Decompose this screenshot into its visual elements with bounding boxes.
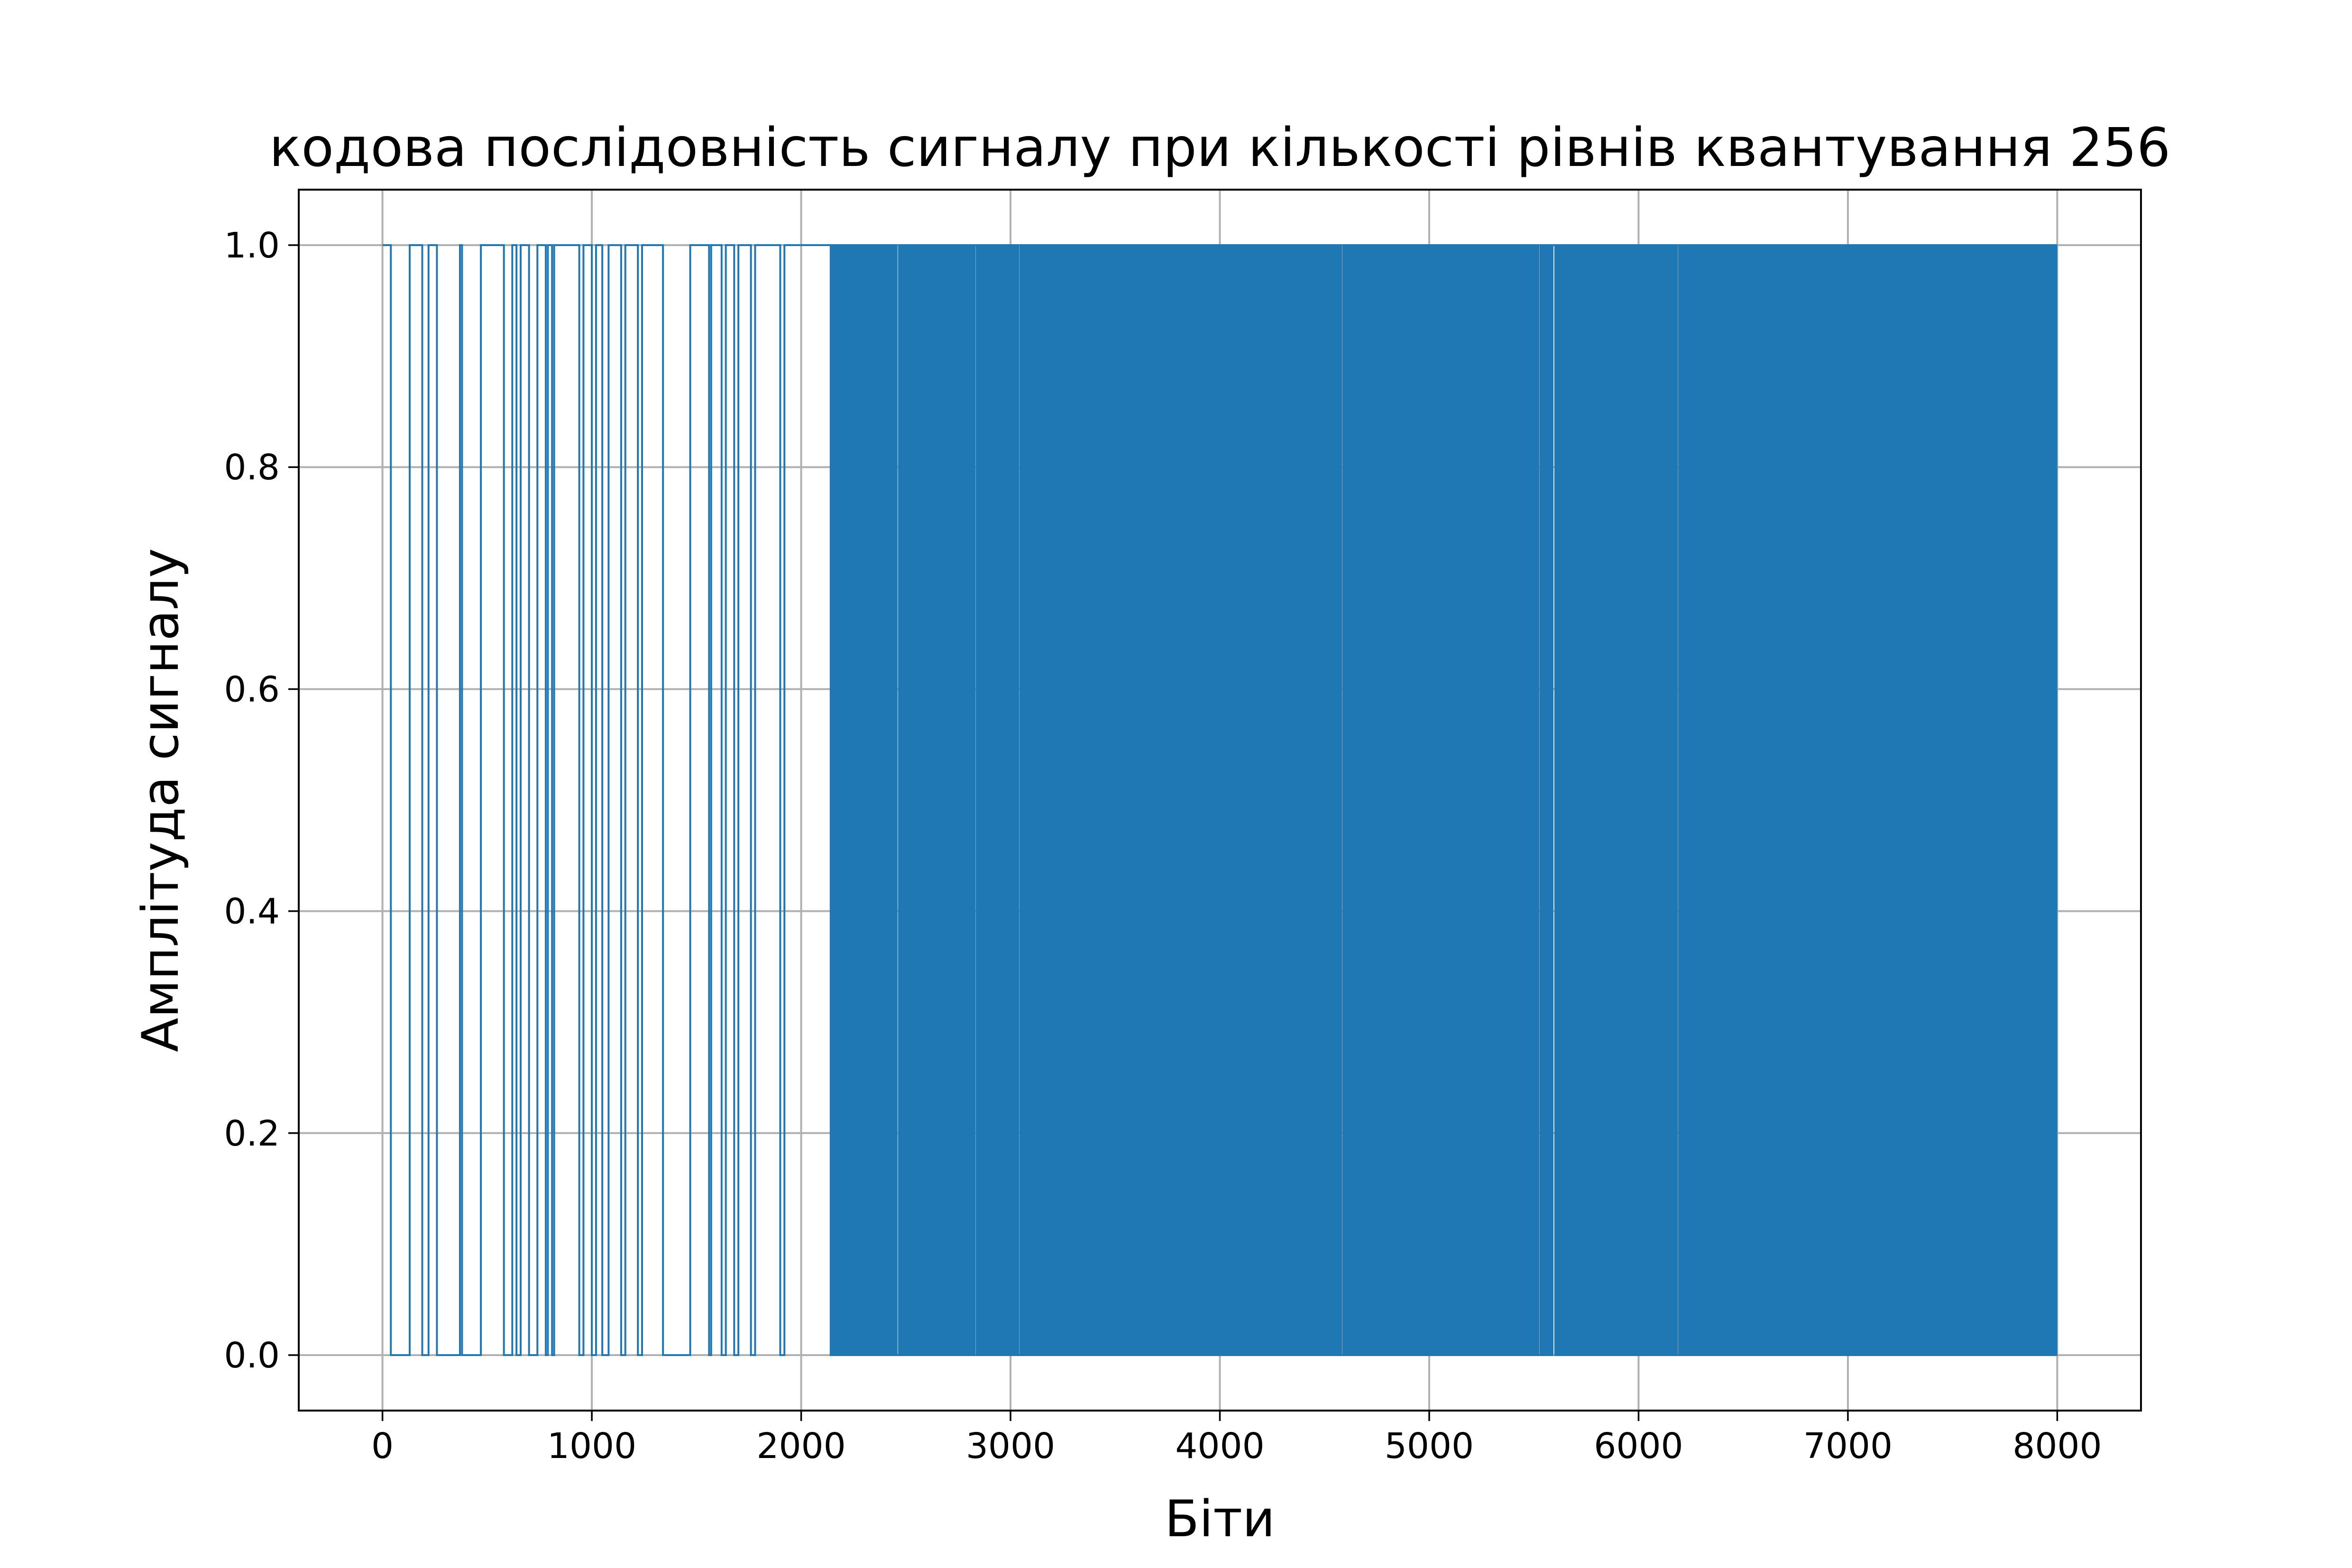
x-tick-label: 6000 bbox=[1594, 1426, 1683, 1467]
y-tick-label: 0.8 bbox=[224, 447, 280, 488]
x-tick-label: 0 bbox=[371, 1426, 394, 1467]
y-tick-label: 0.0 bbox=[224, 1335, 280, 1376]
y-tick-label: 0.4 bbox=[224, 891, 280, 932]
y-axis-label: Амплітуда сигналу bbox=[131, 548, 190, 1052]
x-axis-label: Біти bbox=[1165, 1490, 1275, 1548]
x-tick-label: 1000 bbox=[547, 1426, 636, 1467]
x-axis-ticks: 0 1000 2000 3000 4000 5000 6000 7000 8000 bbox=[371, 1411, 2102, 1467]
x-tick-label: 7000 bbox=[1803, 1426, 1893, 1467]
y-tick-label: 0.6 bbox=[224, 669, 280, 710]
signal-line bbox=[382, 244, 2058, 1356]
x-tick-label: 2000 bbox=[756, 1426, 845, 1467]
x-tick-label: 4000 bbox=[1175, 1426, 1264, 1467]
y-tick-label: 1.0 bbox=[224, 225, 280, 266]
x-tick-label: 8000 bbox=[2012, 1426, 2102, 1467]
y-axis-ticks: 0.0 0.2 0.4 0.6 0.8 1.0 bbox=[224, 225, 299, 1376]
y-tick-label: 0.2 bbox=[224, 1113, 280, 1154]
chart-title: кодова послідовність сигналу при кількос… bbox=[269, 117, 2171, 179]
x-tick-label: 3000 bbox=[966, 1426, 1055, 1467]
x-tick-label: 5000 bbox=[1385, 1426, 1474, 1467]
plot-area bbox=[382, 244, 2058, 1356]
